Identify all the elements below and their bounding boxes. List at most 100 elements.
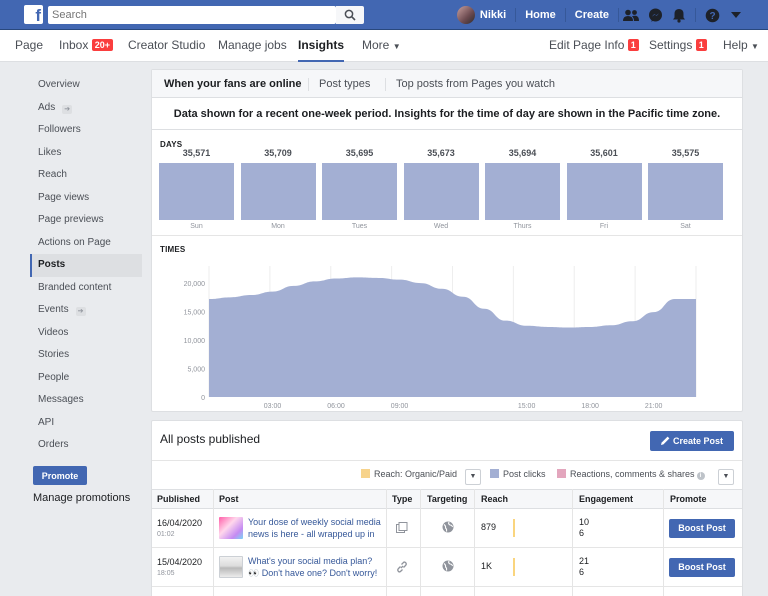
tab-more-label: More [362, 38, 390, 52]
engagement-value: 6 [579, 528, 585, 538]
x-tick-label: 21:00 [645, 403, 663, 410]
sidebar-item-reach[interactable]: Reach [30, 164, 142, 187]
sidebar-item-events[interactable]: Events ➔ [30, 299, 142, 322]
column-header[interactable]: Published [157, 494, 201, 504]
post-text-link[interactable]: Your dose of weekly social media news is… [248, 517, 381, 539]
sidebar-item-page-views[interactable]: Page views [30, 187, 142, 210]
create-link[interactable]: Create [574, 9, 609, 21]
day-bar[interactable] [566, 163, 642, 220]
published-time: 18:05 [157, 570, 175, 577]
create-post-label: Create Post [672, 436, 724, 446]
day-bar[interactable] [648, 163, 723, 220]
search-button[interactable] [336, 6, 364, 24]
boost-post-button[interactable]: Boost Post [669, 519, 735, 538]
sidebar-item-api[interactable]: API [30, 412, 142, 435]
sidebar-item-label: Followers [38, 124, 81, 135]
sidebar-item-followers[interactable]: Followers [30, 119, 142, 142]
table-row[interactable]: 16/04/2020 01:02 Your dose of weekly soc… [152, 509, 742, 548]
manage-promotions-link[interactable]: Manage promotions [33, 492, 131, 504]
notifications-icon[interactable] [667, 0, 691, 30]
tab-settings[interactable]: Settings 1 [649, 30, 707, 62]
tab-inbox-label: Inbox [59, 38, 89, 52]
sidebar-item-label: Overview [38, 79, 80, 90]
column-header[interactable]: Engagement [579, 494, 634, 504]
chevron-down-icon: ▼ [392, 42, 401, 51]
sidebar-item-messages[interactable]: Messages [30, 389, 142, 412]
sidebar-item-videos[interactable]: Videos [30, 322, 142, 345]
info-icon[interactable]: i [696, 472, 705, 480]
post-thumbnail[interactable] [219, 556, 243, 578]
search-icon [344, 9, 356, 21]
tab-help[interactable]: Help ▼ [723, 30, 759, 62]
column-header[interactable]: Post [219, 494, 239, 504]
help-icon[interactable]: ? [700, 0, 724, 30]
day-bar[interactable] [159, 163, 234, 220]
y-tick-label: 0 [201, 395, 205, 402]
reach-metric-dropdown[interactable]: ▼ [465, 469, 481, 485]
tab-top-posts[interactable]: Top posts from Pages you watch [396, 78, 555, 90]
column-header[interactable]: Reach [481, 494, 509, 504]
chevron-down-icon: ▼ [469, 473, 477, 480]
timezone-note: Data shown for a recent one-week period.… [152, 98, 742, 130]
engagement-value: 21 [579, 556, 590, 566]
messenger-icon[interactable] [643, 0, 667, 30]
home-link[interactable]: Home [525, 9, 556, 21]
column-header[interactable]: Type [392, 494, 413, 504]
sidebar-item-page-previews[interactable]: Page previews [30, 209, 142, 232]
column-header[interactable]: Targeting [427, 494, 468, 504]
sidebar-item-actions-on-page[interactable]: Actions on Page [30, 232, 142, 255]
sidebar-item-orders[interactable]: Orders [30, 434, 142, 457]
sidebar-item-ads[interactable]: Ads ➔ [30, 97, 142, 120]
sidebar-item-overview[interactable]: Overview [30, 74, 142, 97]
times-label: TIMES [160, 245, 186, 254]
tab-post-types[interactable]: Post types [319, 78, 371, 90]
legend-label: Reach: Organic/Paid [374, 469, 458, 479]
day-value-label: 35,575 [671, 148, 700, 158]
create-post-button[interactable]: Create Post [650, 431, 734, 451]
divider [618, 8, 619, 22]
post-text-link[interactable]: What's your social media plan? 👀 Don't h… [248, 556, 378, 578]
facebook-logo-icon[interactable]: f [24, 5, 43, 24]
column-header[interactable]: Promote [670, 494, 707, 504]
sidebar-item-stories[interactable]: Stories [30, 344, 142, 367]
tab-inbox[interactable]: Inbox 20+ [59, 30, 113, 62]
reach-bar [513, 558, 515, 576]
sidebar-item-branded-content[interactable]: Branded content [30, 277, 142, 300]
tab-manage-jobs-label: Manage jobs [218, 38, 287, 52]
sidebar-item-posts[interactable]: Posts [30, 254, 142, 277]
sidebar-item-people[interactable]: People [30, 367, 142, 390]
tab-when-fans-online[interactable]: When your fans are online [164, 78, 302, 90]
tab-more[interactable]: More ▼ [362, 30, 401, 62]
search-input[interactable] [48, 6, 298, 24]
day-bar[interactable] [240, 163, 316, 220]
tab-creator-studio[interactable]: Creator Studio [128, 30, 205, 62]
sidebar-item-likes[interactable]: Likes [30, 142, 142, 165]
boost-post-button[interactable]: Boost Post [669, 558, 735, 577]
tab-edit-page-info[interactable]: Edit Page Info 1 [549, 30, 639, 62]
account-menu-icon[interactable] [724, 0, 748, 30]
tab-page[interactable]: Page [15, 30, 43, 62]
tab-manage-jobs[interactable]: Manage jobs [218, 30, 287, 62]
day-bar[interactable] [485, 163, 560, 220]
table-row[interactable]: 15/04/2020 18:05 What's your social medi… [152, 548, 742, 587]
times-area[interactable] [209, 277, 696, 397]
arrow-right-icon: ➔ [62, 104, 73, 114]
friend-requests-icon[interactable] [619, 0, 643, 30]
day-bar[interactable] [403, 163, 479, 220]
divider [695, 8, 696, 22]
promote-button[interactable]: Promote [33, 466, 87, 485]
avatar[interactable] [456, 6, 475, 24]
published-date: 16/04/2020 [157, 518, 203, 528]
sidebar-item-label: People [38, 371, 70, 383]
day-bar[interactable] [322, 163, 397, 220]
tab-settings-label: Settings [649, 38, 693, 52]
chevron-down-icon: ▼ [722, 473, 730, 480]
sidebar-item-label: Videos [38, 326, 69, 338]
tab-insights[interactable]: Insights [298, 30, 345, 62]
profile-link[interactable]: Nikki [479, 9, 507, 21]
post-thumbnail[interactable] [219, 517, 243, 539]
divider [564, 8, 566, 22]
engagement-metric-dropdown[interactable]: ▼ [718, 469, 734, 485]
search-box[interactable] [48, 6, 336, 24]
sidebar-item-label: Stories [38, 349, 70, 360]
